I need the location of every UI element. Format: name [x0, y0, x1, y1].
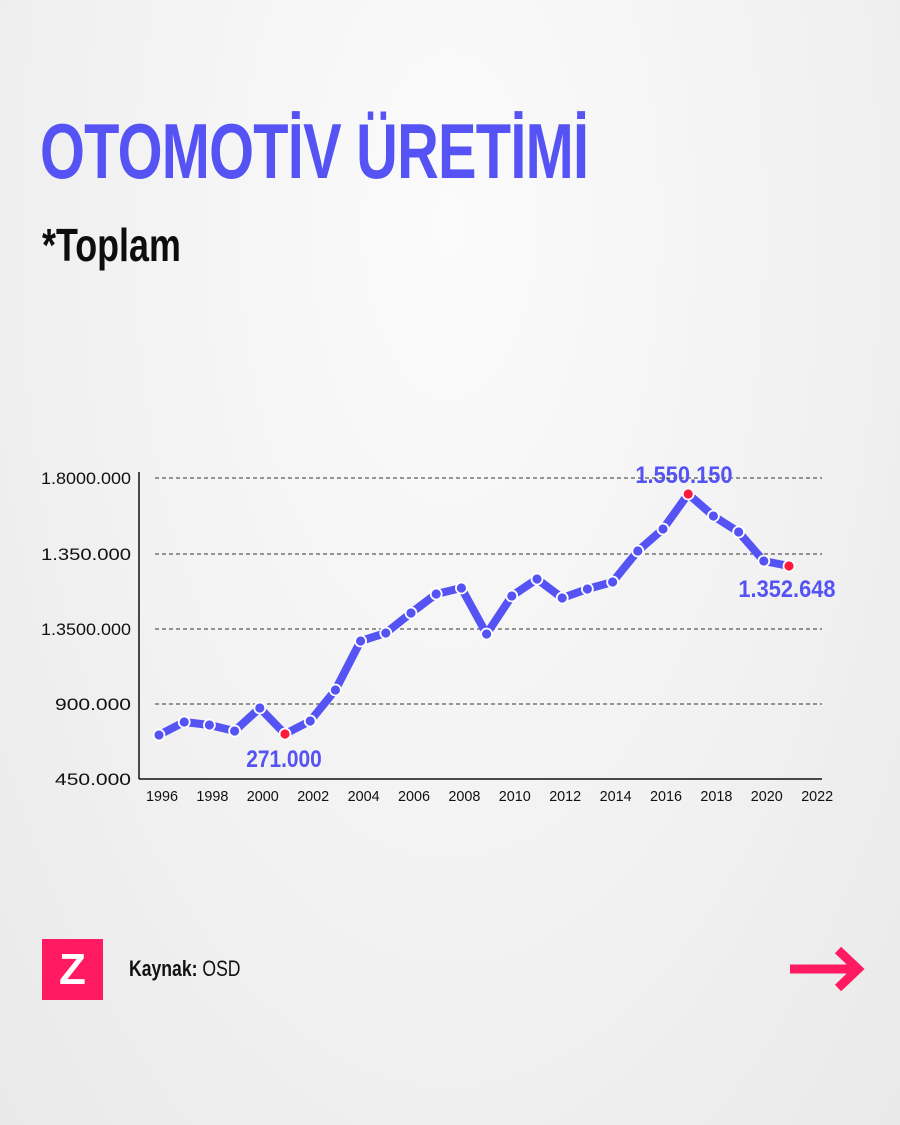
x-tick-label: 2006 [398, 788, 430, 805]
data-point[interactable] [303, 714, 317, 728]
data-point[interactable] [707, 509, 720, 523]
chart-canvas: 450.000 900.000 1.3500.000 1.350.000 1.8000.… [41, 462, 836, 805]
y-tick-label: 1.3500.000 [41, 620, 131, 639]
data-point[interactable] [278, 727, 292, 741]
data-point[interactable] [177, 715, 191, 729]
data-point[interactable] [202, 718, 216, 732]
data-line [155, 490, 793, 739]
y-tick-label: 1.350.000 [41, 545, 131, 564]
data-point[interactable] [757, 554, 771, 568]
data-point[interactable] [454, 581, 468, 595]
x-tick-label: 2012 [549, 788, 581, 805]
brand-logo: Z [42, 939, 103, 1000]
x-tick-label: 2010 [499, 788, 531, 805]
source-credit: Kaynak: OSD [129, 956, 241, 982]
arrow-right-icon[interactable] [788, 944, 868, 994]
data-point[interactable] [530, 572, 544, 586]
x-tick-label: 2018 [700, 788, 732, 805]
data-point[interactable] [429, 587, 443, 601]
x-tick-label: 2000 [247, 788, 279, 805]
data-annotation: 1.550.150 [635, 462, 732, 489]
data-point[interactable] [404, 606, 418, 620]
y-tick-label: 450.000 [55, 770, 131, 789]
data-point[interactable] [681, 487, 695, 501]
y-tick-label: 900.000 [55, 695, 131, 714]
x-tick-label: 2022 [801, 788, 833, 805]
data-annotation: 1.352.648 [738, 576, 835, 603]
data-point[interactable] [152, 728, 166, 742]
line-chart: 450.000 900.000 1.3500.000 1.350.000 1.8000.… [41, 462, 836, 805]
x-tick-label: 2002 [297, 788, 329, 805]
data-point[interactable] [606, 575, 619, 589]
data-point[interactable] [631, 544, 645, 558]
y-tick-label: 1.8000.000 [41, 469, 131, 488]
source-label: Kaynak: [129, 956, 198, 981]
x-tick-label: 1998 [196, 788, 228, 805]
logo-letter: Z [59, 944, 86, 994]
x-tick-label: 2014 [600, 788, 632, 805]
page-title: OTOMOTİV ÜRETİMİ [40, 107, 589, 195]
data-point[interactable] [328, 683, 342, 697]
x-tick-label: 1996 [146, 788, 178, 805]
x-tick-label: 2020 [751, 788, 783, 805]
data-point[interactable] [581, 582, 594, 596]
x-tick-label: 2016 [650, 788, 682, 805]
data-point[interactable] [732, 525, 745, 539]
data-point[interactable] [555, 591, 569, 605]
data-point[interactable] [480, 627, 494, 641]
data-point[interactable] [656, 522, 670, 536]
x-tick-label: 2004 [348, 788, 380, 805]
data-annotation: 271.000 [246, 746, 322, 773]
x-tick-label: 2008 [448, 788, 480, 805]
data-point[interactable] [782, 559, 796, 573]
data-point[interactable] [505, 589, 519, 603]
source-value: OSD [202, 956, 241, 981]
data-point[interactable] [354, 634, 368, 648]
data-point[interactable] [379, 626, 393, 640]
data-point[interactable] [253, 701, 267, 715]
page-subtitle: *Toplam [42, 219, 181, 271]
data-point[interactable] [228, 724, 242, 738]
